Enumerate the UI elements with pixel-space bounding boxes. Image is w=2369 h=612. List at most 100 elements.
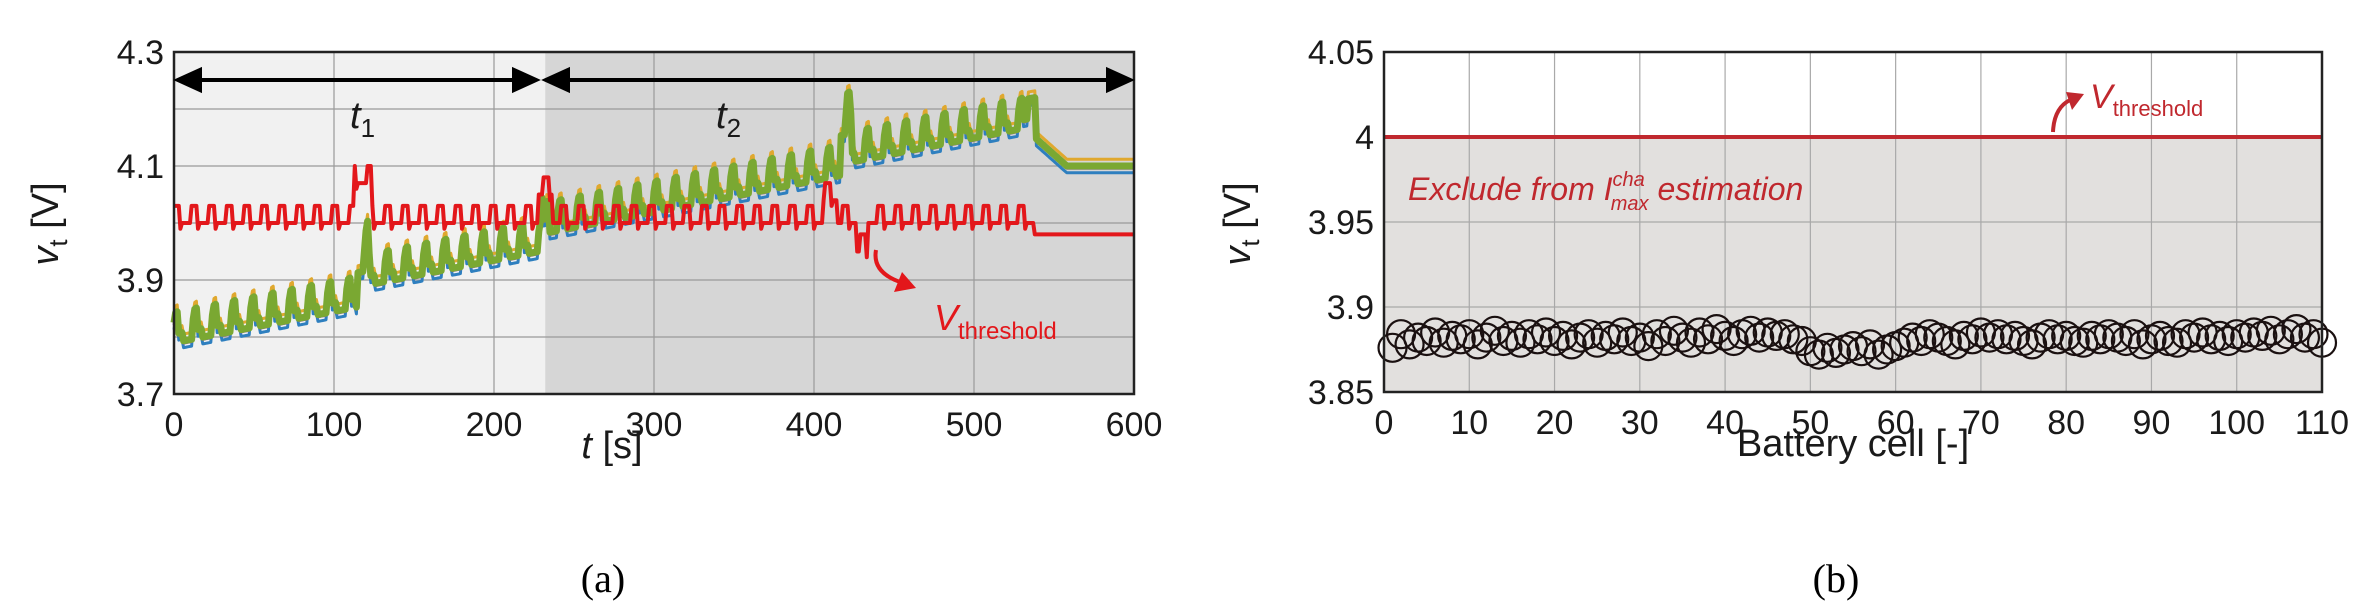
cell-point bbox=[2247, 320, 2278, 351]
cell-point bbox=[2016, 329, 2048, 360]
cell-point bbox=[1692, 324, 1724, 355]
x-tick-label: 100 bbox=[2208, 404, 2265, 442]
cell-point bbox=[1854, 329, 1886, 360]
cell-point bbox=[1940, 329, 1971, 360]
x-tick-label: 110 bbox=[2295, 404, 2349, 442]
cell-point bbox=[1957, 324, 1988, 355]
cell-point bbox=[1394, 329, 1425, 360]
cell-point bbox=[1539, 325, 1570, 357]
x-tick-label: 20 bbox=[1536, 404, 1574, 442]
x-tick-label: 70 bbox=[1962, 404, 2000, 442]
cell-point bbox=[1846, 336, 1877, 367]
cell-voltage-points bbox=[1377, 314, 2338, 370]
x-tick-label: 90 bbox=[2133, 404, 2171, 442]
cell-voltage-band bbox=[170, 83, 1136, 350]
cell-point bbox=[2264, 324, 2295, 355]
x-tick-label: 0 bbox=[1375, 404, 1394, 442]
x-tick-label: 80 bbox=[2047, 404, 2085, 442]
x-tick-label: 400 bbox=[786, 406, 843, 444]
cell-point bbox=[1607, 317, 1638, 348]
x-tick-label: 50 bbox=[1791, 404, 1829, 442]
y-ticks-a: 3.7 3.9 4.1 4.3 bbox=[117, 34, 164, 414]
cell-point bbox=[2119, 319, 2150, 350]
panel-b: 3.85 3.9 3.95 4 4.05 0 10 20 30 40 50 60 70 80 90 100 1… bbox=[1217, 34, 2349, 465]
cell-point bbox=[2281, 314, 2312, 345]
x-tick-label: 500 bbox=[946, 406, 1003, 444]
cell-voltage-series bbox=[170, 88, 1136, 345]
x-ticks-a: 0 100 200 300 400 500 600 bbox=[165, 406, 1163, 444]
x-axis-label-b: Battery cell [-] bbox=[1737, 423, 1969, 465]
cell-point bbox=[2298, 319, 2329, 350]
cell-point bbox=[1735, 315, 1766, 346]
x-tick-label: 30 bbox=[1621, 404, 1659, 442]
arrow-t1 bbox=[173, 66, 541, 94]
cell-point bbox=[1812, 332, 1843, 363]
cell-point bbox=[1547, 320, 1579, 351]
cell-point bbox=[1906, 325, 1937, 357]
cell-point bbox=[2272, 319, 2303, 350]
cell-point bbox=[1641, 319, 1672, 350]
arrow-t2 bbox=[541, 66, 1135, 94]
cell-point bbox=[2110, 325, 2141, 357]
cell-point bbox=[1505, 327, 1536, 358]
threshold-label-b: Vthreshold bbox=[2090, 78, 2203, 121]
cell-point bbox=[1582, 327, 1613, 358]
axes-frame-a bbox=[172, 50, 1136, 396]
y-axis-label-b: vt [V] bbox=[1217, 182, 1265, 265]
y-tick-label: 3.9 bbox=[1327, 289, 1374, 327]
y-tick-label: 3.7 bbox=[117, 376, 164, 414]
caption-b: (b) bbox=[1813, 556, 1860, 601]
cell-point bbox=[2144, 320, 2176, 351]
x-ticks-b: 0 10 20 30 40 50 60 70 80 90 100 110 bbox=[1375, 404, 2350, 442]
label-t2: t2 bbox=[716, 95, 741, 143]
cell-point bbox=[1650, 325, 1681, 357]
x-tick-label: 0 bbox=[165, 406, 184, 444]
threshold-arrow-a bbox=[873, 249, 916, 292]
caption-a: (a) bbox=[581, 556, 625, 601]
y-tick-label: 4.05 bbox=[1308, 34, 1374, 72]
x-tick-label: 100 bbox=[306, 406, 363, 444]
threshold-arrow-b bbox=[2051, 92, 2084, 133]
y-tick-label: 4.3 bbox=[117, 34, 164, 72]
cell-point bbox=[2161, 327, 2193, 358]
x-tick-label: 300 bbox=[626, 406, 683, 444]
cell-point bbox=[2085, 324, 2116, 355]
cell-point bbox=[1454, 319, 1485, 350]
cell-point bbox=[1445, 324, 1476, 355]
x-tick-label: 10 bbox=[1450, 404, 1488, 442]
threshold-label-a: Vthreshold bbox=[934, 297, 1057, 345]
label-t1: t1 bbox=[350, 95, 375, 143]
cell-point bbox=[2255, 315, 2286, 346]
x-tick-label: 60 bbox=[1877, 404, 1915, 442]
cell-point bbox=[1411, 325, 1442, 357]
cell-point bbox=[1522, 324, 1553, 355]
threshold-line-a bbox=[173, 164, 1135, 260]
cell-point bbox=[1675, 327, 1707, 358]
cell-point bbox=[1599, 324, 1630, 355]
cell-point bbox=[1624, 322, 1655, 353]
cell-point bbox=[1556, 329, 1587, 360]
cell-point bbox=[1999, 320, 2031, 351]
cell-point bbox=[1479, 315, 1510, 346]
cell-point bbox=[1803, 339, 1834, 370]
cell-point bbox=[1744, 322, 1775, 353]
panel-a: 3.7 3.9 4.1 4.3 0 100 200 300 400 500 600 t1 t2 V… bbox=[25, 34, 1162, 467]
cell-point bbox=[1658, 315, 1690, 346]
cell-point bbox=[2178, 322, 2210, 353]
cell-point bbox=[2204, 320, 2235, 351]
exclude-annotation: Exclude from Icha max estimation bbox=[1408, 169, 1803, 215]
x-axis-label-a: t [s] bbox=[581, 425, 642, 467]
cell-point bbox=[2127, 329, 2159, 360]
x-tick-label: 40 bbox=[1706, 404, 1744, 442]
y-tick-label: 4.1 bbox=[117, 148, 164, 186]
y-axis-label-a: vt [V] bbox=[25, 182, 73, 265]
cell-point bbox=[1769, 319, 1800, 350]
cell-point bbox=[1471, 322, 1502, 353]
y-ticks-b: 3.85 3.9 3.95 4 4.05 bbox=[1308, 34, 1374, 412]
x-tick-label: 600 bbox=[1106, 406, 1163, 444]
y-tick-label: 3.9 bbox=[117, 262, 164, 300]
x-tick-label: 200 bbox=[466, 406, 523, 444]
y-tick-label: 3.85 bbox=[1308, 374, 1374, 412]
cell-point bbox=[1667, 322, 1698, 353]
